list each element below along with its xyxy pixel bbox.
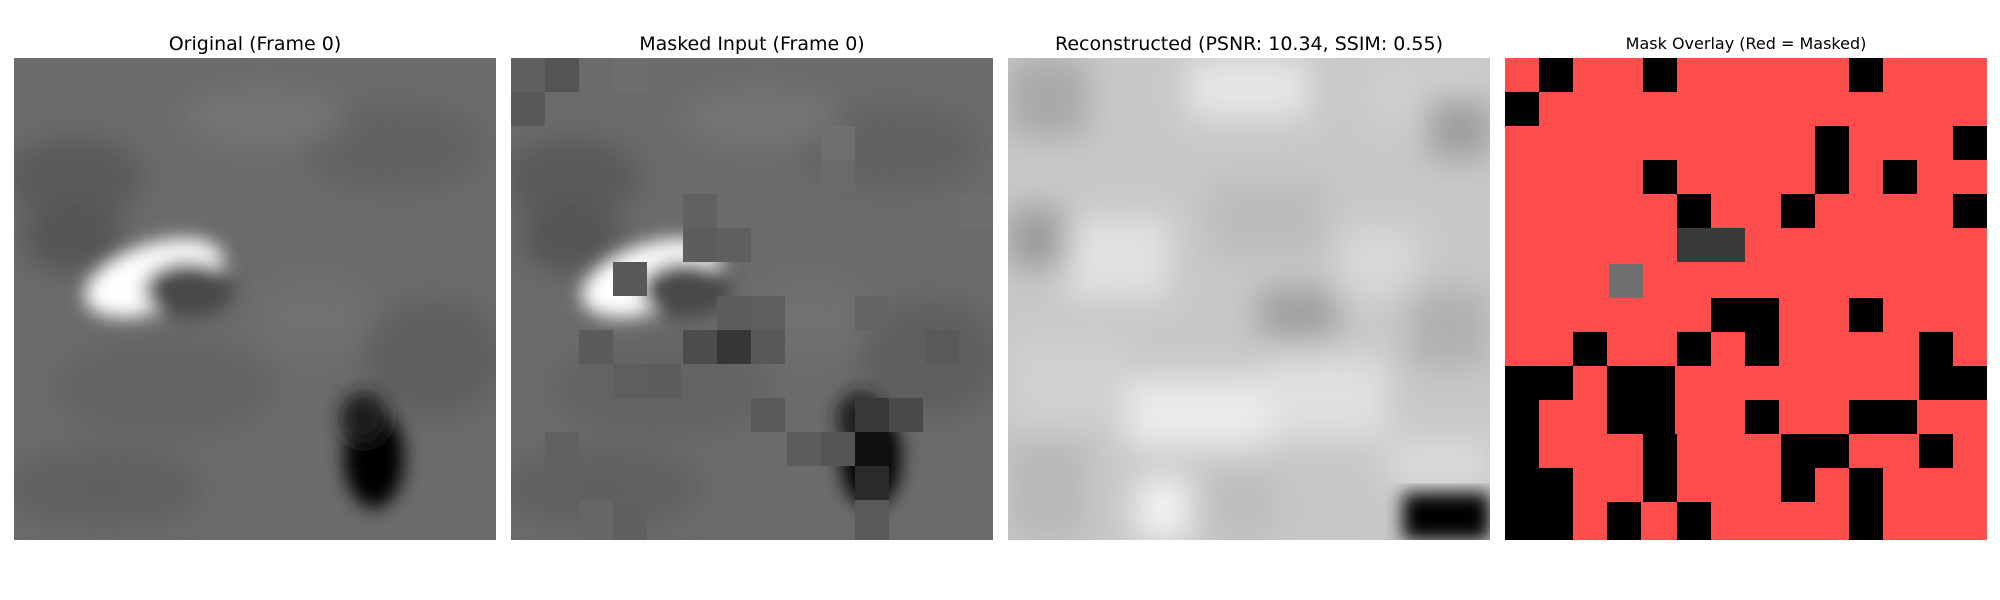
panel-title-mask-overlay: Mask Overlay (Red = Masked) xyxy=(1625,34,1867,53)
reconstructed-image xyxy=(1008,58,1490,540)
masked-input-image xyxy=(511,58,993,540)
panel-title-original: Original (Frame 0) xyxy=(168,33,342,55)
panel-title-reconstructed: Reconstructed (PSNR: 10.34, SSIM: 0.55) xyxy=(1055,33,1443,55)
original-frame-image xyxy=(14,58,496,540)
panel-title-masked-input: Masked Input (Frame 0) xyxy=(639,33,865,55)
mask-overlay-image xyxy=(1505,58,1987,540)
